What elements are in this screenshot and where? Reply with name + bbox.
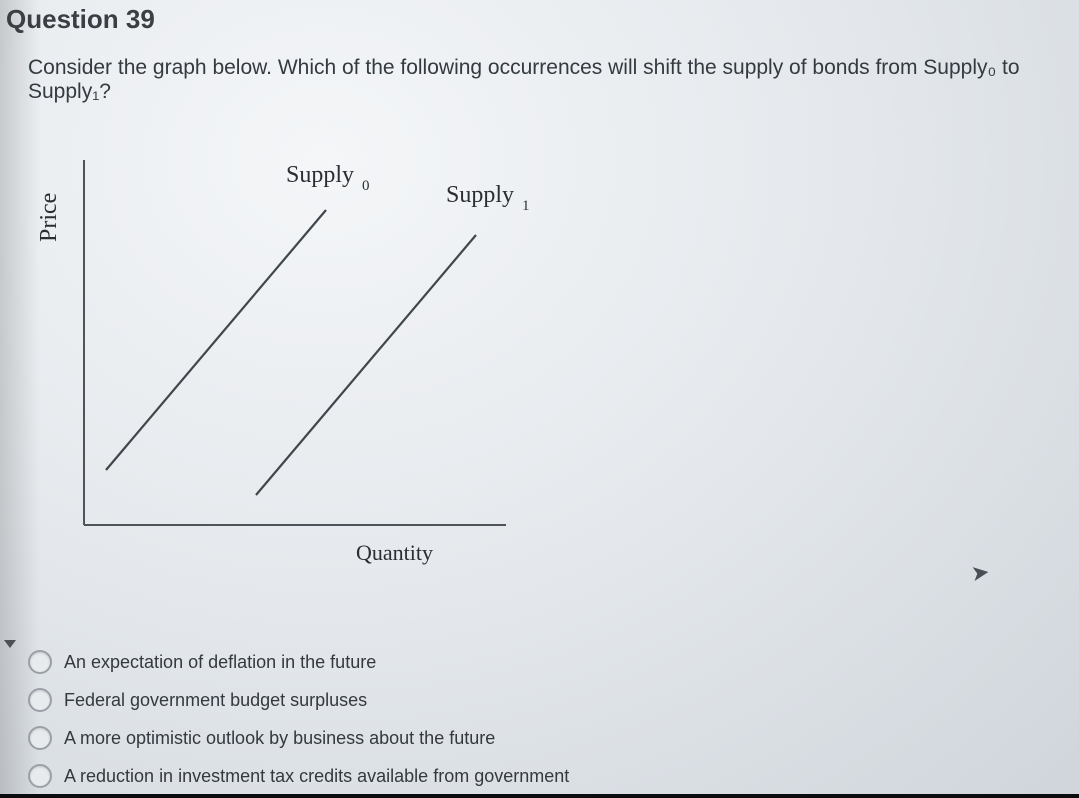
supply1-sub: 1 bbox=[522, 198, 530, 214]
option-row[interactable]: A reduction in investment tax credits av… bbox=[28, 764, 928, 788]
question-prompt: Consider the graph below. Which of the f… bbox=[28, 56, 1048, 104]
option-row[interactable]: A more optimistic outlook by business ab… bbox=[28, 726, 928, 750]
answer-options: An expectation of deflation in the futur… bbox=[28, 650, 928, 798]
option-row[interactable]: An expectation of deflation in the futur… bbox=[28, 650, 928, 674]
supply0-sub: 0 bbox=[362, 178, 370, 194]
option-label: An expectation of deflation in the futur… bbox=[64, 652, 376, 673]
question-number: Question 39 bbox=[6, 4, 155, 35]
supply-chart: Price Supply 0 Supply 1 Quantity bbox=[36, 150, 596, 580]
chart-svg: Supply 0 Supply 1 Quantity bbox=[36, 150, 596, 580]
radio-icon[interactable] bbox=[28, 688, 52, 712]
caret-icon[interactable] bbox=[4, 640, 16, 648]
option-label: A reduction in investment tax credits av… bbox=[64, 766, 569, 787]
supply0-line bbox=[106, 210, 326, 470]
cursor-icon: ➤ bbox=[969, 559, 991, 587]
radio-icon[interactable] bbox=[28, 650, 52, 674]
option-label: Federal government budget surpluses bbox=[64, 690, 367, 711]
supply1-line bbox=[256, 235, 476, 495]
option-label: A more optimistic outlook by business ab… bbox=[64, 728, 495, 749]
radio-icon[interactable] bbox=[28, 726, 52, 750]
supply0-label: Supply bbox=[286, 162, 354, 188]
radio-icon[interactable] bbox=[28, 764, 52, 788]
supply1-label: Supply bbox=[446, 182, 514, 208]
y-axis-label: Price bbox=[36, 193, 63, 242]
bottom-edge bbox=[0, 794, 1079, 798]
option-row[interactable]: Federal government budget surpluses bbox=[28, 688, 928, 712]
x-axis-label: Quantity bbox=[356, 540, 433, 565]
